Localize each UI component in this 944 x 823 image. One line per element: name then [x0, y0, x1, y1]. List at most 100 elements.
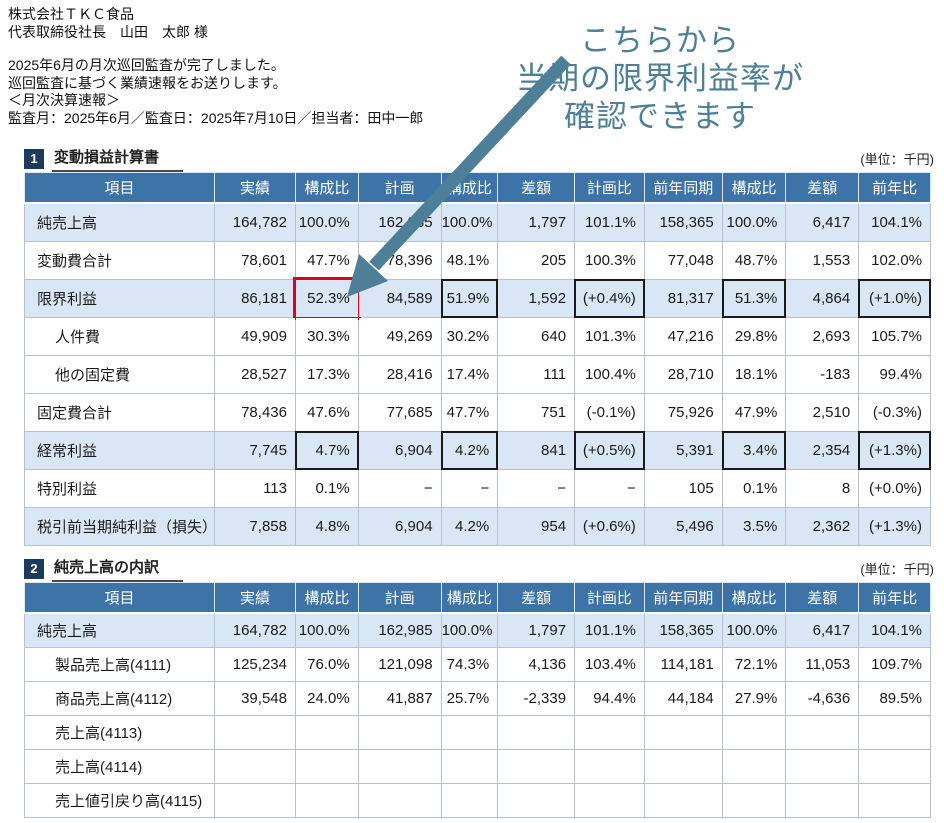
- cell: 4,136: [497, 647, 576, 682]
- cell: 29.8%: [721, 317, 787, 356]
- column-header: 構成比: [440, 172, 499, 204]
- cell: -2,339: [497, 681, 576, 716]
- cell: [858, 715, 931, 750]
- row-label: 製品売上高(4111): [23, 647, 216, 682]
- table-row: 税引前当期純利益（損失） 7,858 4.8% 6,904 4.2% 954 (+0.6%)…: [23, 507, 931, 546]
- unit-label: (単位：千円): [860, 152, 934, 167]
- cell: 30.2%: [440, 317, 499, 356]
- row-label: 純売上高: [23, 612, 216, 648]
- column-header: 差額: [497, 582, 576, 614]
- cell: [643, 749, 723, 784]
- cell: -183: [785, 355, 860, 394]
- cell: 17.3%: [294, 355, 359, 394]
- cell: 28,710: [643, 355, 723, 394]
- table-row: 純売上高 164,782 100.0% 162,985 100.0% 1,797 101.1…: [23, 202, 931, 242]
- row-label: 売上高(4113): [23, 715, 216, 750]
- section-number-badge: 2: [24, 559, 44, 579]
- column-header: 前年同期: [643, 172, 723, 204]
- cell: [214, 715, 296, 750]
- annotation-line: こちらから: [580, 23, 740, 58]
- cell: 78,396: [357, 241, 442, 280]
- column-header: 項目: [23, 582, 216, 614]
- row-label: 固定費合計: [23, 393, 216, 432]
- cell: 8: [785, 469, 860, 508]
- boxed-cell: 4.7%: [294, 431, 359, 471]
- column-header: 差額: [497, 172, 576, 204]
- cell: 103.4%: [574, 647, 645, 682]
- table-row: 特別利益 113 0.1% − − − −105 0.1% 8 (+0.0%): [23, 469, 931, 508]
- section-title: 純売上高の内訳: [52, 556, 184, 582]
- cell: (+1.3%): [858, 507, 931, 546]
- cell: 78,436: [214, 393, 296, 432]
- boxed-cell: 4.2%: [440, 431, 499, 471]
- cell: 77,685: [357, 393, 442, 432]
- cell: −: [497, 469, 576, 508]
- cell: 47.9%: [721, 393, 787, 432]
- cell: 100.0%: [294, 202, 359, 242]
- cell: [440, 749, 499, 784]
- cell: 47,216: [643, 317, 723, 356]
- cell: 76.0%: [294, 647, 359, 682]
- cell: 84,589: [357, 279, 442, 318]
- column-header: 計画比: [574, 582, 645, 614]
- cell: [721, 783, 787, 818]
- cell: 100.3%: [574, 241, 645, 280]
- row-label: 純売上高: [23, 202, 216, 242]
- cell: 104.1%: [858, 202, 931, 242]
- recipient-name: 代表取締役社長 山田 太郎 様: [8, 23, 208, 40]
- header-row: 項目 実績 構成比 計画 構成比 差額 計画比 前年同期 構成比 差額 前年比: [23, 172, 931, 204]
- cell: 101.1%: [574, 202, 645, 242]
- cell: 111: [497, 355, 576, 394]
- cell: 101.1%: [574, 612, 645, 648]
- table-row: 売上高(4114): [23, 749, 931, 784]
- cell: (-0.1%): [574, 393, 645, 432]
- cell: [214, 783, 296, 818]
- cell: 100.0%: [721, 202, 787, 242]
- cell: 75,926: [643, 393, 723, 432]
- row-label: 商品売上高(4112): [23, 681, 216, 716]
- cell: (-0.3%): [858, 393, 931, 432]
- table-row: 他の固定費 28,527 17.3% 28,416 17.4% 111 100.4% 28,7…: [23, 355, 931, 394]
- cell: 6,904: [357, 431, 442, 470]
- boxed-cell: 51.9%: [440, 279, 499, 319]
- table-row: 商品売上高(4112) 39,548 24.0% 41,887 25.7% -2,339 9…: [23, 681, 931, 716]
- table-row: 純売上高 164,782 100.0% 162,985 100.0% 1,797 101.1…: [23, 612, 931, 648]
- cell: 105.7%: [858, 317, 931, 356]
- row-label: 他の固定費: [23, 355, 216, 394]
- cell: [497, 715, 576, 750]
- cell: 39,548: [214, 681, 296, 716]
- cell: 25.7%: [440, 681, 499, 716]
- cell: 100.0%: [440, 202, 499, 242]
- audit-info-line: 監査月：2025年6月／監査日：2025年7月10日／担当者：田中一郎: [8, 109, 424, 126]
- cell: 100.4%: [574, 355, 645, 394]
- cell: -4,636: [785, 681, 860, 716]
- column-header: 前年比: [858, 582, 931, 614]
- column-header: 差額: [785, 582, 860, 614]
- column-header: 実績: [214, 172, 296, 204]
- cell: 1,797: [497, 202, 576, 242]
- column-header: 構成比: [721, 582, 787, 614]
- cell: [294, 783, 359, 818]
- company-name: 株式会社ＴＫＣ食品: [8, 6, 134, 22]
- cell: 104.1%: [858, 612, 931, 648]
- boxed-cell: 51.3%: [721, 279, 787, 319]
- cell: 5,496: [643, 507, 723, 546]
- table-row: 売上高(4113): [23, 715, 931, 750]
- column-header: 構成比: [294, 582, 359, 614]
- cell: 109.7%: [858, 647, 931, 682]
- cell: 2,362: [785, 507, 860, 546]
- cell: [574, 749, 645, 784]
- cell: 164,782: [214, 612, 296, 648]
- cell: [214, 749, 296, 784]
- cell: [357, 749, 442, 784]
- cell: 18.1%: [721, 355, 787, 394]
- cell: −: [440, 469, 499, 508]
- cell: 1,592: [497, 279, 576, 318]
- cell: [721, 749, 787, 784]
- cell: 158,365: [643, 202, 723, 242]
- cell: 121,098: [357, 647, 442, 682]
- cell: 94.4%: [574, 681, 645, 716]
- boxed-cell: (+0.5%): [574, 431, 646, 471]
- annotation-callout: こちらから 当期の限界利益率が 確認できます: [470, 22, 850, 136]
- cell: [785, 749, 860, 784]
